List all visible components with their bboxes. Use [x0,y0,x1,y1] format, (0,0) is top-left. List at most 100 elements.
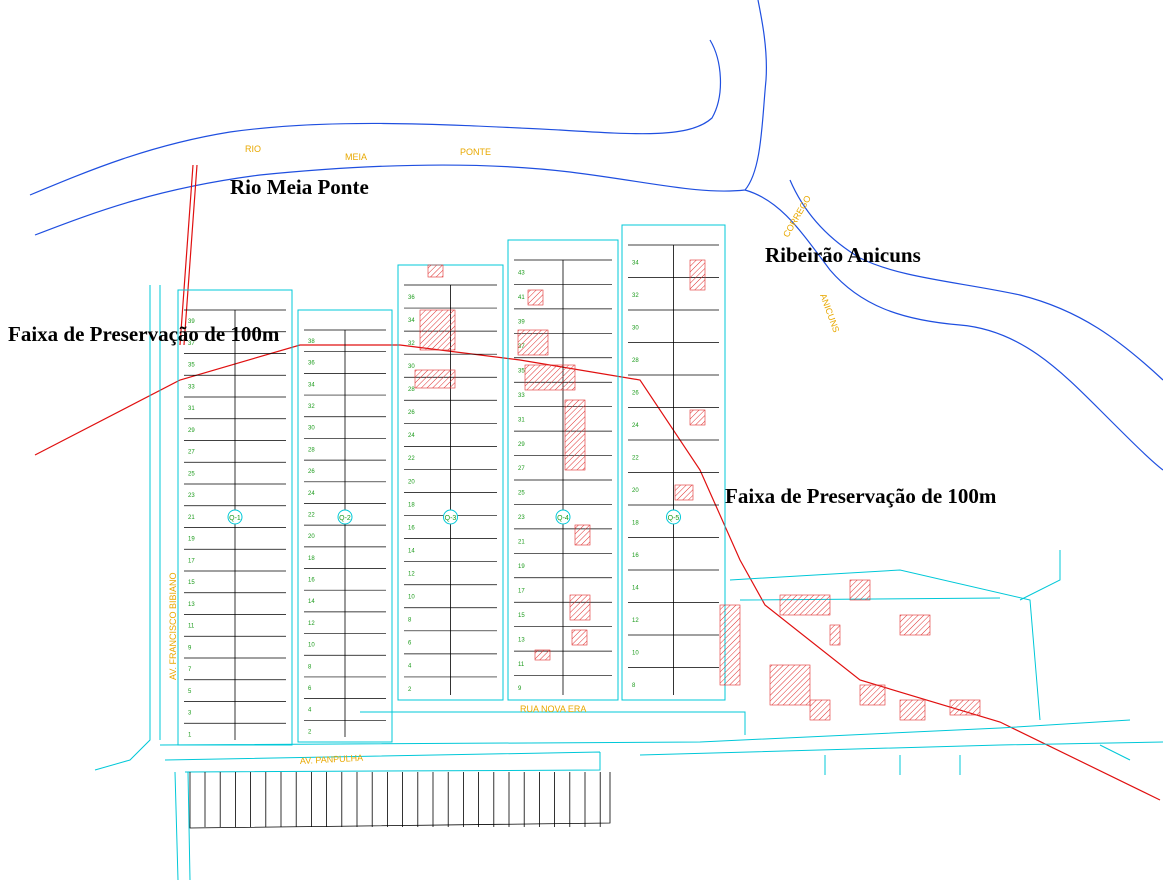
lot-number: 17 [518,588,525,594]
block-label: Q-3 [445,515,457,522]
stream-bank [744,189,1163,471]
lot-number: 36 [408,295,415,301]
lot-number: 34 [408,318,415,324]
lot-number: 26 [308,469,315,475]
lot-number: 10 [308,643,315,649]
lot-number: 4 [308,708,312,714]
cad-label: AV. FRANCISCO BIBIANO [168,572,178,680]
lot-number: 24 [408,433,415,439]
lot-number: 31 [188,406,195,412]
river-bank [29,39,721,196]
river-label: Rio Meia Ponte [230,175,369,199]
lot-number: 9 [188,645,192,651]
lot-number: 28 [408,387,415,393]
lot-number: 38 [308,339,315,345]
lot-number: 6 [408,641,412,647]
lot-number: 34 [308,382,315,388]
lot-number: 39 [518,320,525,326]
cad-label: RUA NOVA ERA [520,704,586,714]
lot-number: 1 [188,732,192,738]
lot-number: 20 [408,479,415,485]
lot-number: 39 [188,319,195,325]
lot-number: 20 [308,534,315,540]
lot-number: 22 [632,456,639,462]
lot-number: 19 [518,564,525,570]
lot-number: 25 [518,491,525,497]
lot-number: 2 [408,687,412,693]
bottom-lots [189,772,611,829]
lot-number: 9 [518,686,522,692]
lot-number: 18 [632,521,639,527]
lot-number: 27 [188,450,195,456]
lot-number: 11 [188,624,195,630]
cad-label: AV. PANPULHA [300,753,364,766]
lot-number: 22 [308,512,315,518]
lot-number: 29 [518,442,525,448]
block-marker [666,509,681,525]
block-outline [397,264,504,701]
lot-number: 14 [632,586,639,592]
lot-number: 16 [632,553,639,559]
block-label: Q-4 [557,515,569,522]
block-marker [337,509,353,525]
lot-number: 30 [308,426,315,432]
lot-number: 2 [308,729,312,735]
lot-number: 35 [518,368,525,374]
block-label: Q-2 [339,515,351,522]
cad-label: CORREGO [781,194,813,239]
lot-number: 21 [188,515,195,521]
lot-number: 8 [632,683,636,689]
lot-number: 32 [632,293,639,299]
blocks: 39373533312927252321191715131197531Q-138… [177,224,726,746]
lot-number: 12 [408,572,415,578]
lot-number: 36 [308,361,315,367]
lot-number: 29 [188,428,195,434]
lot-number: 20 [632,488,639,494]
preservation-label: Faixa de Preservação de 100m [8,322,280,346]
lot-number: 32 [408,341,415,347]
lot-number: 24 [632,423,639,429]
lot-number: 18 [308,556,315,562]
lot-number: 27 [518,466,525,472]
preservation-label: Faixa de Preservação de 100m [725,484,997,508]
lot-number: 34 [632,261,639,267]
lot-number: 5 [188,689,192,695]
lot-number: 26 [632,391,639,397]
block-outline [621,224,726,701]
preservation-line [34,344,1161,801]
stream-bank [789,179,1163,381]
lot-number: 31 [518,417,525,423]
lot-number: 14 [408,548,415,554]
lot-number: 16 [408,525,415,531]
lot-number: 30 [408,364,415,370]
lot-number: 23 [518,515,525,521]
lot-number: 33 [188,384,195,390]
lot-number: 8 [308,664,312,670]
lot-number: 4 [408,664,412,670]
lot-number: 30 [632,326,639,332]
lot-number: 24 [308,491,315,497]
block-marker [555,509,571,525]
lot-number: 41 [518,295,525,301]
lot-number: 43 [518,271,525,277]
lot-number: 17 [188,558,195,564]
lot-number: 28 [632,358,639,364]
lot-number: 11 [518,662,525,668]
lot-number: 13 [518,637,525,643]
lot-number: 3 [188,711,192,717]
lot-number: 26 [408,410,415,416]
lot-number: 10 [408,595,415,601]
lot-number: 18 [408,502,415,508]
lot-number: 21 [518,540,525,546]
cad-label: ANICUNS [818,292,841,333]
block-label: Q-1 [229,515,241,522]
buildings [414,259,981,721]
lot-number: 15 [188,580,195,586]
lot-number: 16 [308,578,315,584]
cad-label: PONTE [460,147,491,157]
lot-number: 15 [518,613,525,619]
lot-number: 8 [408,618,412,624]
lot-number: 22 [408,456,415,462]
lot-number: 6 [308,686,312,692]
